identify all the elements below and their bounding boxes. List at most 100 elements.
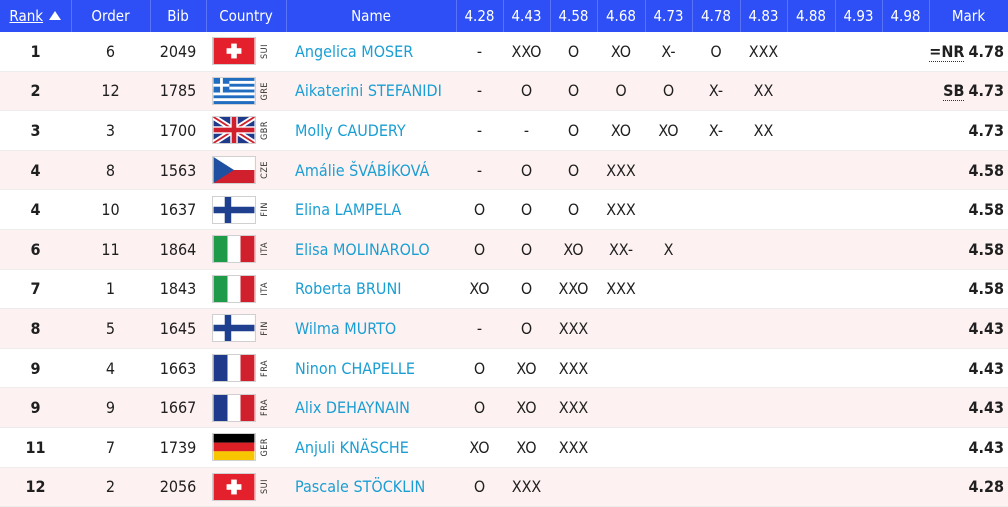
attempt-cell: XXX: [597, 150, 645, 191]
attempt-cell: [787, 229, 835, 270]
rank-cell: 7: [0, 269, 71, 310]
country-cell: GRE: [206, 71, 286, 112]
name-header: Name: [286, 0, 457, 32]
results-body: 1 6 2049 SUI Angelica MOSER - XXO O XO X- O XXX =NR 4…: [0, 32, 1008, 507]
table-row: 1 6 2049 SUI Angelica MOSER - XXO O XO X- O XXX =NR 4…: [0, 32, 1008, 72]
rank-cell: 4: [0, 150, 71, 191]
attempt-cell: [835, 467, 882, 507]
attempt-cell: [692, 150, 740, 191]
sort-ascending-icon[interactable]: [49, 11, 62, 20]
attempt-cell: O: [503, 269, 550, 310]
attempt-cell: XO: [456, 269, 503, 310]
athlete-name-link[interactable]: Roberta BRUNI: [286, 269, 456, 310]
athlete-name-link[interactable]: Wilma MURTO: [286, 308, 456, 349]
athlete-name-link[interactable]: Angelica MOSER: [286, 32, 456, 72]
attempt-cell: [645, 308, 692, 349]
attempt-cell: [740, 189, 787, 230]
mark-cell: 4.58: [929, 229, 1008, 270]
attempt-cell: [740, 150, 787, 191]
attempt-cell: [835, 150, 882, 191]
greece-flag-icon: [212, 76, 256, 105]
attempt-cell: [645, 348, 692, 389]
header-row: Rank Order Bib Country Name 4.28 4.43 4.…: [0, 0, 1008, 32]
attempt-cell: [835, 110, 882, 151]
attempt-cell: O: [503, 189, 550, 230]
record-badge[interactable]: SB: [943, 81, 965, 102]
attempt-cell: O: [456, 348, 503, 389]
mark-cell: 4.43: [929, 348, 1008, 389]
mark-cell: 4.43: [929, 308, 1008, 349]
attempt-cell: [882, 229, 929, 270]
attempt-cell: X-: [692, 110, 740, 151]
height-header: 4.73: [645, 0, 693, 32]
mark-value: 4.78: [968, 41, 1004, 61]
attempt-cell: [882, 269, 929, 310]
switzerland-flag-icon: [212, 472, 256, 501]
athlete-name-link[interactable]: Elina LAMPELA: [286, 189, 456, 230]
athlete-name-link[interactable]: Amálie ŠVÁBÍKOVÁ: [286, 150, 456, 191]
attempt-cell: [740, 269, 787, 310]
athlete-name-link[interactable]: Molly CAUDERY: [286, 110, 456, 151]
attempt-cell: XO: [597, 32, 645, 72]
rank-cell: 9: [0, 348, 71, 389]
attempt-cell: XXX: [550, 308, 597, 349]
attempt-cell: XXO: [550, 269, 597, 310]
country-code: FIN: [260, 202, 270, 217]
country-code: SUI: [260, 43, 270, 59]
country-code: SUI: [260, 479, 270, 495]
mark-cell: 4.58: [929, 150, 1008, 191]
attempt-cell: [692, 387, 740, 428]
attempt-cell: [645, 387, 692, 428]
country-header: Country: [206, 0, 287, 32]
attempt-cell: O: [597, 71, 645, 112]
country-code: FRA: [260, 399, 270, 417]
uk-flag-icon: [212, 116, 256, 145]
attempt-cell: X-: [692, 71, 740, 112]
country-code: GER: [260, 437, 270, 457]
attempt-cell: -: [456, 110, 503, 151]
order-cell: 10: [71, 189, 150, 230]
table-row: 11 7 1739 GER Anjuli KNÄSCHE XO XO XXX 4.43: [0, 427, 1008, 468]
attempt-cell: XXX: [550, 348, 597, 389]
athlete-name-link[interactable]: Alix DEHAYNAIN: [286, 387, 456, 428]
mark-value: 4.58: [968, 279, 1004, 299]
athlete-name-link[interactable]: Ninon CHAPELLE: [286, 348, 456, 389]
attempt-cell: XO: [503, 348, 550, 389]
country-cell: CZE: [206, 150, 286, 191]
mark-value: 4.28: [968, 477, 1004, 497]
bib-cell: 1785: [150, 71, 206, 112]
athlete-name-link[interactable]: Elisa MOLINAROLO: [286, 229, 456, 270]
attempt-cell: XO: [645, 110, 692, 151]
rank-header[interactable]: Rank: [0, 0, 72, 32]
rank-cell: 3: [0, 110, 71, 151]
attempt-cell: [597, 387, 645, 428]
order-cell: 2: [71, 467, 150, 507]
country-code: GRE: [260, 81, 270, 101]
attempt-cell: O: [456, 387, 503, 428]
country-code: ITA: [260, 242, 270, 257]
table-row: 4 8 1563 CZE Amálie ŠVÁBÍKOVÁ - O O XXX 4.58: [0, 150, 1008, 191]
attempt-cell: [882, 348, 929, 389]
finland-flag-icon: [212, 195, 256, 224]
attempt-cell: [787, 348, 835, 389]
attempt-cell: O: [550, 110, 597, 151]
attempt-cell: O: [550, 189, 597, 230]
athlete-name-link[interactable]: Pascale STÖCKLIN: [286, 467, 456, 507]
table-row: 6 11 1864 ITA Elisa MOLINAROLO O O XO XX- X 4.58: [0, 229, 1008, 270]
height-header: 4.88: [787, 0, 836, 32]
record-badge[interactable]: =NR: [929, 41, 965, 62]
attempt-cell: [882, 308, 929, 349]
bib-cell: 1645: [150, 308, 206, 349]
attempt-cell: XXX: [503, 467, 550, 507]
mark-value: 4.43: [968, 437, 1004, 457]
athlete-name-link[interactable]: Anjuli KNÄSCHE: [286, 427, 456, 468]
attempt-cell: -: [456, 308, 503, 349]
attempt-cell: [882, 110, 929, 151]
country-cell: FIN: [206, 189, 286, 230]
order-cell: 11: [71, 229, 150, 270]
country-code: ITA: [260, 282, 270, 296]
attempt-cell: [787, 308, 835, 349]
rank-header-label[interactable]: Rank: [9, 7, 44, 25]
athlete-name-link[interactable]: Aikaterini STEFANIDI: [286, 71, 456, 112]
mark-cell: SB 4.73: [929, 71, 1008, 112]
